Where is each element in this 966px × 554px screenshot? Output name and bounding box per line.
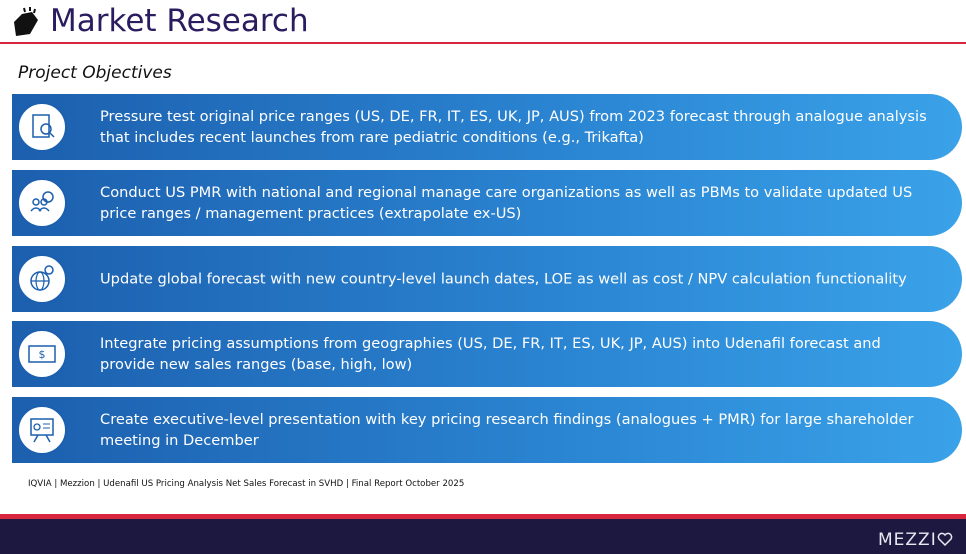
objective-bar: Update global forecast with new country-… <box>12 246 962 312</box>
objective-text: Create executive-level presentation with… <box>100 411 914 449</box>
subtitle: Project Objectives <box>18 63 172 83</box>
objective-icon <box>17 405 67 455</box>
logo-text: MEZZI <box>878 530 937 550</box>
logo: MEZZI <box>878 530 953 550</box>
footer-band <box>0 519 966 554</box>
objective-text: Integrate pricing assumptions from geogr… <box>100 335 881 373</box>
svg-text:$: $ <box>39 348 46 361</box>
logo-heart <box>937 532 953 547</box>
objective-bar: Conduct US PMR with national and regiona… <box>12 170 962 236</box>
clap-icon <box>14 7 38 36</box>
source-note: IQVIA | Mezzion | Udenafil US Pricing An… <box>28 479 465 489</box>
objective-icon: $ <box>17 329 67 379</box>
objective-icon <box>17 254 67 304</box>
objective-bar: Pressure test original price ranges (US,… <box>12 94 962 160</box>
footer-stripe <box>0 514 966 519</box>
divider <box>0 42 966 44</box>
title: Market Research <box>50 3 309 39</box>
objective-icon <box>17 178 67 228</box>
objective-bar: Create executive-level presentation with… <box>12 397 962 463</box>
objective-text: Update global forecast with new country-… <box>100 270 907 288</box>
objective-text: Conduct US PMR with national and regiona… <box>100 184 913 222</box>
objective-text: Pressure test original price ranges (US,… <box>100 108 927 146</box>
objective-bar: $ Integrate pricing assumptions from geog… <box>12 321 962 387</box>
objective-icon <box>17 102 67 152</box>
